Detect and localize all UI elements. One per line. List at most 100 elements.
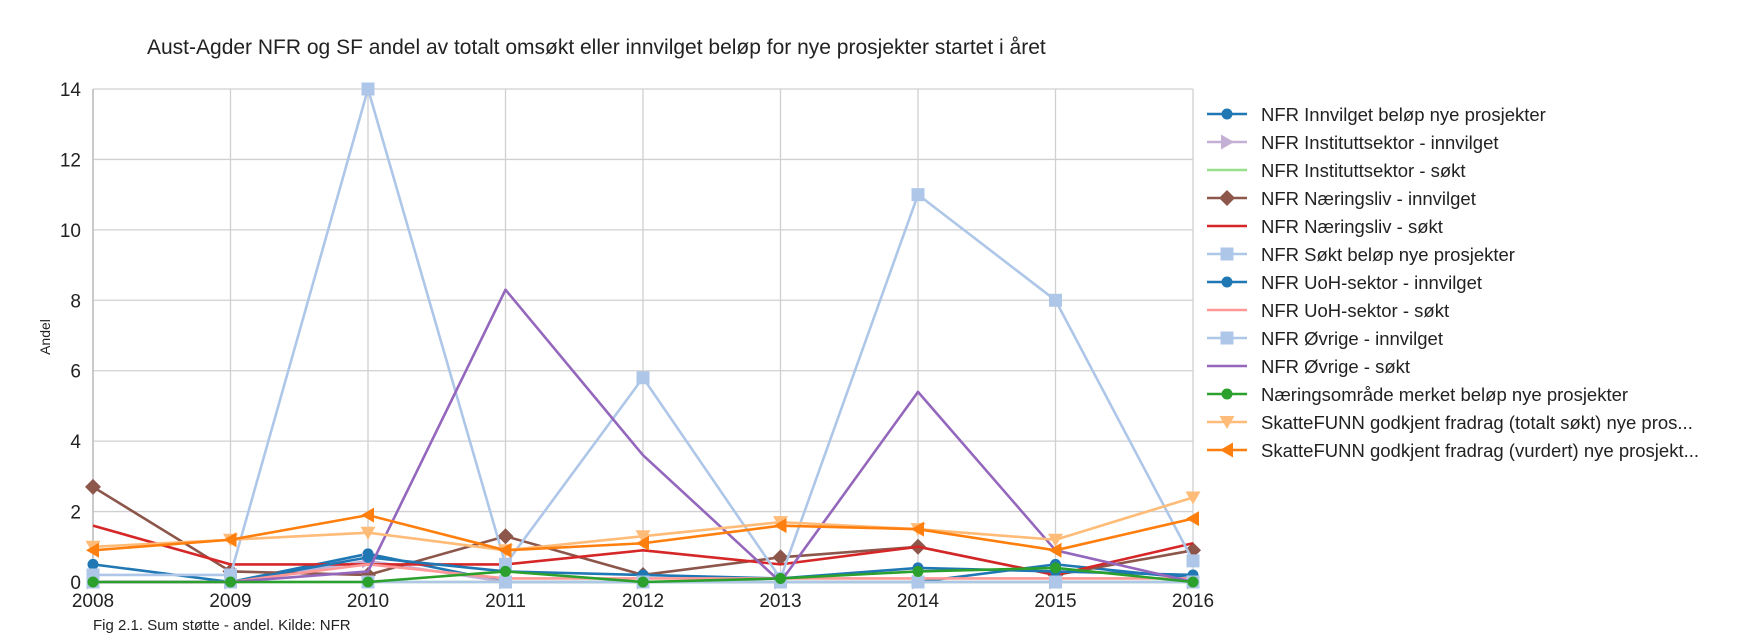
data-point bbox=[637, 576, 649, 588]
legend-swatch-marker bbox=[1221, 388, 1233, 400]
data-point bbox=[85, 478, 101, 495]
legend-swatch bbox=[1207, 108, 1247, 120]
legend-label: NFR Instituttsektor - innvilget bbox=[1261, 132, 1499, 153]
legend-label: SkatteFUNN godkjent fradrag (vurdert) ny… bbox=[1261, 440, 1700, 461]
data-point bbox=[1049, 293, 1062, 307]
y-tick-label: 8 bbox=[70, 291, 81, 312]
legend-item[interactable]: NFR Søkt beløp nye prosjekter bbox=[1205, 240, 1760, 268]
legend-swatch bbox=[1207, 276, 1247, 288]
x-tick-label: 2008 bbox=[72, 591, 114, 612]
x-tick-label: 2010 bbox=[347, 591, 389, 612]
data-point bbox=[361, 82, 375, 96]
data-point bbox=[223, 532, 237, 548]
data-point bbox=[87, 576, 99, 588]
legend-swatch-marker bbox=[1221, 134, 1234, 150]
data-point bbox=[635, 530, 651, 544]
legend-label: NFR Næringsliv - søkt bbox=[1261, 216, 1443, 237]
data-point bbox=[362, 551, 374, 563]
x-tick-label: 2011 bbox=[485, 591, 526, 612]
legend-swatch bbox=[1207, 190, 1247, 206]
legend-swatch-marker bbox=[1219, 416, 1235, 429]
series-line bbox=[93, 288, 1194, 584]
series-line bbox=[92, 524, 1194, 577]
legend-swatch bbox=[1207, 168, 1247, 172]
data-point bbox=[499, 575, 512, 589]
series-layer bbox=[85, 82, 1201, 590]
legend-swatch bbox=[1207, 247, 1247, 261]
legend-item[interactable]: NFR Instituttsektor - søkt bbox=[1205, 156, 1760, 184]
data-point bbox=[86, 542, 99, 558]
legend-swatch-marker bbox=[1221, 276, 1233, 288]
data-point bbox=[362, 576, 374, 588]
data-point bbox=[911, 575, 925, 589]
data-point bbox=[1050, 562, 1061, 574]
data-point bbox=[772, 549, 789, 566]
data-point bbox=[361, 507, 374, 523]
data-point bbox=[87, 558, 99, 570]
legend-swatch bbox=[1207, 388, 1247, 400]
data-point bbox=[775, 572, 786, 584]
legend-swatch-marker bbox=[1220, 442, 1233, 458]
legend-label: NFR Øvrige - søkt bbox=[1261, 356, 1411, 377]
legend-item[interactable]: NFR UoH-sektor - søkt bbox=[1205, 296, 1760, 324]
legend-label: Næringsområde merket beløp nye prosjekte… bbox=[1261, 384, 1629, 405]
data-point bbox=[912, 565, 924, 577]
y-tick-label: 6 bbox=[70, 362, 81, 383]
legend-item[interactable]: NFR Øvrige - innvilget bbox=[1205, 324, 1760, 352]
data-point bbox=[636, 371, 650, 385]
data-point bbox=[1186, 511, 1199, 527]
y-tick-label: 10 bbox=[60, 221, 81, 242]
legend-item[interactable]: NFR UoH-sektor - innvilget bbox=[1205, 268, 1760, 296]
data-point bbox=[1048, 542, 1062, 558]
axis-layer: 2008 2009 2010 2011 2012 2013 2014 2015 2016 0 2 4 6… bbox=[60, 80, 1214, 612]
legend-item[interactable]: NFR Innvilget beløp nye prosjekter bbox=[1205, 100, 1760, 128]
series-skattefunn-godkjent-fradrag-vurdert-nye-prosjekt bbox=[86, 507, 1199, 558]
legend-label: NFR Innvilget beløp nye prosjekter bbox=[1261, 104, 1546, 125]
legend-label: NFR Instituttsektor - søkt bbox=[1261, 160, 1466, 181]
legend-item[interactable]: SkatteFUNN godkjent fradrag (vurdert) ny… bbox=[1205, 436, 1760, 464]
data-point bbox=[360, 526, 376, 540]
data-point bbox=[1186, 554, 1200, 568]
x-tick-label: 2014 bbox=[897, 591, 940, 612]
y-axis-label: Andel bbox=[37, 319, 53, 355]
grid-layer bbox=[92, 88, 1194, 583]
data-point bbox=[225, 576, 236, 588]
legend-item[interactable]: NFR Næringsliv - innvilget bbox=[1205, 184, 1760, 212]
legend-item[interactable]: SkatteFUNN godkjent fradrag (totalt søkt… bbox=[1205, 408, 1760, 436]
y-tick-label: 2 bbox=[70, 503, 81, 524]
legend-swatch-marker bbox=[1220, 247, 1234, 261]
legend-swatch-marker bbox=[1220, 331, 1234, 345]
series-nfr-ovrige-sokt bbox=[93, 288, 1194, 584]
data-point bbox=[911, 521, 924, 537]
y-tick-label: 12 bbox=[60, 150, 81, 171]
legend-swatch bbox=[1207, 331, 1247, 345]
legend-label: NFR UoH-sektor - søkt bbox=[1261, 300, 1450, 321]
legend-label: NFR Søkt beløp nye prosjekter bbox=[1261, 244, 1515, 265]
series-naeringsomrade-merket-belop-nye-prosjekter bbox=[87, 562, 1199, 588]
legend-item[interactable]: Næringsområde merket beløp nye prosjekte… bbox=[1205, 380, 1760, 408]
data-point bbox=[497, 528, 514, 545]
y-tick-label: 0 bbox=[70, 573, 81, 594]
data-point bbox=[1048, 533, 1063, 547]
legend-swatch bbox=[1207, 416, 1247, 429]
legend-swatch-marker bbox=[1219, 190, 1235, 206]
x-tick-label: 2016 bbox=[1172, 591, 1214, 612]
legend-item[interactable]: NFR Næringsliv - søkt bbox=[1205, 212, 1760, 240]
x-tick-label: 2015 bbox=[1034, 591, 1076, 612]
data-point bbox=[1187, 576, 1199, 588]
data-point bbox=[1049, 575, 1062, 589]
legend-swatch bbox=[1207, 134, 1247, 150]
figure-caption: Fig 2.1. Sum støtte - andel. Kilde: NFR bbox=[93, 617, 351, 634]
legend-swatch bbox=[1207, 442, 1247, 458]
legend-item[interactable]: NFR Øvrige - søkt bbox=[1205, 352, 1760, 380]
data-point bbox=[500, 565, 511, 577]
legend-item[interactable]: NFR Instituttsektor - innvilget bbox=[1205, 128, 1760, 156]
data-point bbox=[498, 542, 512, 558]
data-point bbox=[1185, 491, 1201, 505]
legend-label: NFR Næringsliv - innvilget bbox=[1261, 188, 1476, 209]
legend-swatch bbox=[1207, 224, 1247, 228]
y-tick-label: 14 bbox=[60, 80, 82, 101]
legend-swatch bbox=[1207, 364, 1247, 368]
chart-title: Aust-Agder NFR og SF andel av totalt oms… bbox=[147, 36, 1046, 59]
